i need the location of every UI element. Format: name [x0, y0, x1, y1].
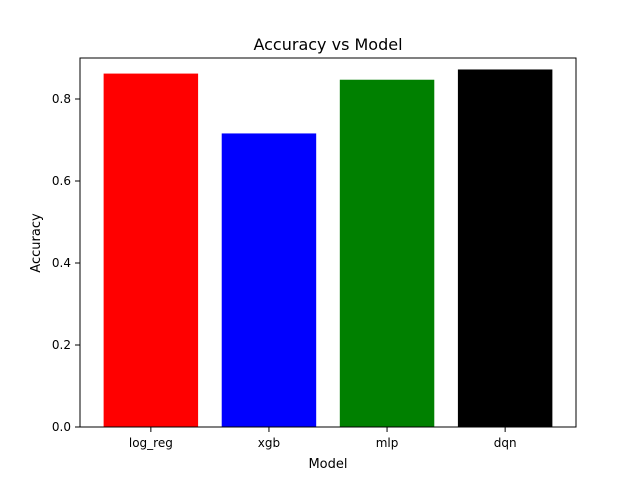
chart-title: Accuracy vs Model — [253, 35, 402, 54]
bar-dqn — [457, 69, 553, 427]
bar-log-reg — [103, 73, 199, 427]
x-tick-label: xgb — [258, 436, 280, 450]
x-tick-label: dqn — [494, 436, 517, 450]
y-axis-label: Accuracy — [29, 213, 44, 273]
bar-xgb — [221, 133, 317, 427]
y-tick-label: 0.0 — [52, 420, 71, 434]
bar-mlp — [339, 79, 435, 427]
x-tick-label: mlp — [376, 436, 399, 450]
y-tick-label: 0.6 — [52, 174, 71, 188]
axes-layer — [79, 57, 577, 428]
plot-frame — [79, 57, 577, 428]
x-axis-label: Model — [308, 457, 347, 472]
y-tick-label: 0.4 — [52, 256, 71, 270]
y-tick-label: 0.8 — [52, 92, 71, 106]
y-tick-label: 0.2 — [52, 338, 71, 352]
x-tick-label: log_reg — [129, 436, 173, 450]
ticks-layer: log_reg xgb mlp dqn 0.0 0.2 0.4 0.6 0.8 — [52, 92, 517, 450]
bars-layer — [103, 69, 553, 427]
